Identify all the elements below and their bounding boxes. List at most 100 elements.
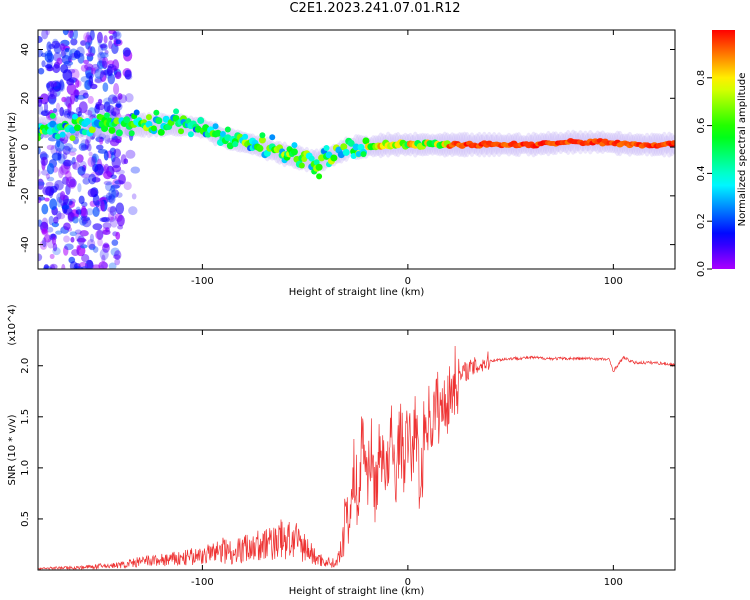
noise-blob [101,216,110,223]
noise-blob [113,67,118,75]
noise-blob [110,247,120,257]
ridge-cell [38,135,41,142]
noise-blob [95,200,100,206]
noise-blob [79,230,89,237]
noise-blob [57,151,62,161]
noise-blob [82,215,88,222]
noise-blob [128,206,138,216]
noise-blob [72,161,81,171]
noise-blob [87,143,92,152]
noise-blob [103,180,113,186]
ridge-cell [59,131,66,138]
noise-blob [76,154,84,163]
ridge-cell [330,154,338,162]
ridge-cell [113,117,121,125]
noise-blob [46,144,55,151]
ridge-cell [226,142,234,150]
noise-blob [59,106,64,117]
ridge-cell [301,156,308,163]
noise-blob [96,144,104,151]
ridge-cell [316,173,323,180]
noise-blob [51,40,61,49]
noise-blob [116,192,123,198]
colorbar-tick-label: 0.4 [696,165,707,181]
noise-blob [91,153,99,163]
noise-blob [89,233,95,243]
ridge-cell [145,114,152,121]
noise-blob [110,174,117,180]
noise-blob [78,215,87,226]
x-axis-label: Height of straight line (km) [289,586,425,597]
noise-blob [61,96,67,103]
noise-blob [52,108,58,113]
noise-blob [63,235,70,243]
noise-blob [81,254,90,263]
noise-blob [78,195,85,205]
noise-blob [73,266,84,269]
noise-blob [106,137,114,143]
ridge-cell [123,116,131,124]
noise-blob [80,216,91,222]
noise-blob [61,204,70,210]
noise-blob [87,238,96,249]
noise-blob [44,197,50,202]
noise-blob [95,102,102,107]
noise-blob [52,64,61,74]
noise-blob [115,202,125,215]
noise-blob [84,34,92,43]
noise-blob [80,144,89,151]
noise-blob [62,30,69,36]
ridge-cell [360,151,367,158]
noise-blob [47,93,57,104]
colorbar-gradient [712,30,735,269]
ridge-cell [258,136,266,144]
noise-blob [107,206,117,213]
noise-blob [122,47,131,57]
noise-blob [81,266,89,269]
snr-panel: -100 0 100 0.5 1.0 1.5 2.0 Height of straight l… [7,304,676,597]
ridge-cell [232,141,239,148]
y-tick-label: -20 [20,188,31,204]
noise-blob [38,178,45,190]
noise-blob [38,181,46,186]
noise-blob [111,239,119,246]
ridge-cell [187,131,194,138]
noise-blob [62,108,72,118]
noise-blob [46,163,55,175]
y-tick-label: -40 [20,236,31,252]
noise-blob [114,71,122,80]
y-tick-label: 1.0 [20,460,31,476]
noise-blob [58,43,67,51]
noise-blob [68,200,73,206]
ridge-cell [323,144,330,151]
ridge-cell [347,139,355,147]
noise-blob [116,135,122,143]
noise-blob [51,236,57,246]
noise-blob [104,134,111,144]
noise-blob [106,65,113,77]
noise-blob [56,212,66,220]
noise-blob [102,229,111,235]
y-tick-label: 40 [20,43,31,56]
noise-blob [38,219,43,227]
noise-blob [103,97,113,105]
noise-blob [101,56,109,69]
ridge-cell [313,159,320,166]
noise-blob [82,177,90,185]
ridge-cell [69,135,76,142]
noise-blob [114,258,121,266]
noise-blob [66,63,72,69]
noise-blob [114,102,123,111]
noise-blob [92,223,103,231]
noise-blob [111,157,121,169]
noise-blob [105,195,115,203]
noise-blob [84,63,94,71]
noise-blob [102,82,109,93]
noise-blob [79,40,87,46]
noise-blob [105,192,113,201]
noise-blob [64,47,73,60]
y-axis-label: SNR (10 * v/v) [7,414,18,485]
chart-title: C2E1.2023.241.07.01.R12 [289,1,461,16]
ridge-cell [197,117,205,125]
noise-blob [38,196,46,201]
